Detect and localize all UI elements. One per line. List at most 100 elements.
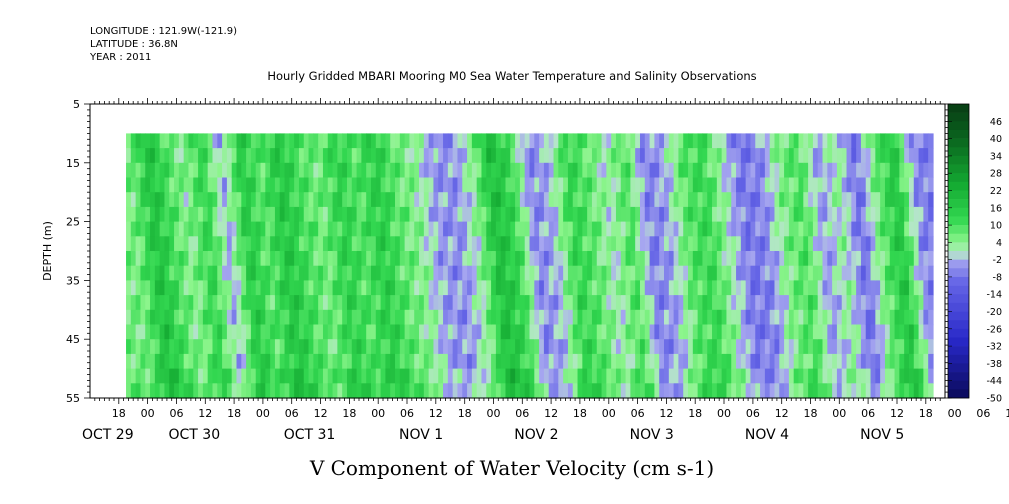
- heatmap-cell: [591, 265, 598, 281]
- colorbar-label: -50: [986, 394, 1002, 405]
- heatmap-cell: [375, 206, 382, 223]
- heatmap-cell: [404, 251, 411, 267]
- heatmap-cell: [423, 280, 430, 296]
- heatmap-cell: [707, 265, 713, 281]
- heatmap-cell: [164, 177, 170, 193]
- heatmap-cell: [395, 295, 401, 311]
- heatmap-cell: [226, 251, 233, 267]
- heatmap-cell: [697, 265, 704, 281]
- heatmap-cell: [923, 133, 929, 149]
- heatmap-cell: [231, 295, 238, 311]
- heatmap-cell: [193, 280, 199, 296]
- heatmap-cell: [908, 221, 915, 237]
- heatmap-cell: [875, 295, 881, 311]
- heatmap-cell: [260, 383, 266, 399]
- heatmap-cell: [630, 324, 636, 340]
- longitude-label: LONGITUDE : 121.9W(-121.9): [90, 26, 237, 37]
- heatmap-cell: [471, 280, 478, 296]
- heatmap-cell: [750, 309, 756, 326]
- heatmap-cell: [798, 295, 804, 311]
- heatmap-cell: [529, 383, 535, 399]
- heatmap-cell: [515, 236, 521, 252]
- heatmap-cell: [409, 133, 415, 149]
- heatmap-cell: [836, 251, 843, 267]
- heatmap-cell: [721, 206, 728, 223]
- heatmap-cell: [601, 251, 607, 267]
- heatmap-cell: [178, 206, 185, 223]
- x-hour-label: 18: [458, 407, 472, 420]
- heatmap-cell: [784, 206, 790, 223]
- heatmap-cell: [236, 236, 242, 252]
- heatmap-cell: [774, 206, 780, 223]
- heatmap-cell: [279, 148, 286, 164]
- heatmap-cell: [567, 133, 574, 149]
- heatmap-cell: [736, 280, 742, 296]
- heatmap-cell: [745, 265, 752, 281]
- colorbar-swatch: [948, 190, 969, 200]
- heatmap-cell: [380, 280, 386, 296]
- heatmap-cell: [649, 383, 655, 399]
- heatmap-cell: [808, 192, 814, 208]
- heatmap-cell: [145, 309, 151, 326]
- heatmap-cell: [126, 192, 132, 208]
- heatmap-cell: [351, 265, 358, 281]
- heatmap-cell: [803, 353, 809, 370]
- heatmap-cell: [351, 368, 358, 384]
- heatmap-cell: [236, 221, 242, 237]
- heatmap-cell: [361, 206, 367, 223]
- heatmap-cell: [274, 221, 281, 237]
- heatmap-cell: [505, 265, 511, 281]
- heatmap-cell: [169, 148, 175, 164]
- heatmap-cell: [577, 295, 583, 311]
- heatmap-cell: [582, 221, 588, 237]
- heatmap-cell: [217, 177, 223, 193]
- heatmap-cell: [664, 280, 670, 296]
- heatmap-cell: [692, 221, 699, 237]
- heatmap-cell: [423, 221, 430, 237]
- heatmap-cell: [692, 251, 699, 267]
- heatmap-cell: [827, 309, 833, 326]
- heatmap-cell: [438, 221, 444, 237]
- heatmap-cell: [183, 295, 190, 311]
- heatmap-cell: [702, 309, 708, 326]
- heatmap-cell: [371, 265, 377, 281]
- heatmap-cell: [231, 148, 238, 164]
- heatmap-cell: [188, 236, 194, 252]
- heatmap-cell: [788, 383, 795, 399]
- heatmap-cell: [198, 368, 204, 384]
- heatmap-cell: [236, 324, 242, 340]
- heatmap-cell: [322, 353, 329, 370]
- heatmap-cell: [366, 162, 372, 179]
- heatmap-cell: [928, 251, 934, 267]
- heatmap-cell: [404, 162, 411, 179]
- heatmap-cell: [246, 324, 252, 340]
- heatmap-cell: [894, 177, 900, 193]
- heatmap-cell: [342, 309, 348, 326]
- heatmap-cell: [630, 383, 636, 399]
- heatmap-cell: [908, 133, 915, 149]
- heatmap-cell: [558, 236, 564, 252]
- heatmap-cell: [673, 324, 680, 340]
- heatmap-cell: [553, 383, 559, 399]
- heatmap-cell: [543, 221, 550, 237]
- heatmap-cell: [404, 295, 411, 311]
- heatmap-cell: [140, 309, 146, 326]
- heatmap-cell: [351, 206, 358, 223]
- heatmap-cell: [135, 265, 142, 281]
- heatmap-cell: [164, 192, 170, 208]
- heatmap-cell: [462, 192, 468, 208]
- heatmap-cell: [678, 309, 684, 326]
- heatmap-cell: [784, 133, 790, 149]
- heatmap-cell: [692, 206, 699, 223]
- heatmap-cell: [130, 236, 137, 252]
- heatmap-cell: [673, 236, 680, 252]
- heatmap-cell: [577, 280, 583, 296]
- heatmap-cell: [827, 162, 833, 179]
- heatmap-cell: [798, 221, 804, 237]
- heatmap-cell: [630, 133, 636, 149]
- heatmap-cell: [880, 339, 886, 355]
- heatmap-cell: [452, 148, 459, 164]
- heatmap-cell: [553, 339, 559, 355]
- heatmap-cell: [582, 206, 588, 223]
